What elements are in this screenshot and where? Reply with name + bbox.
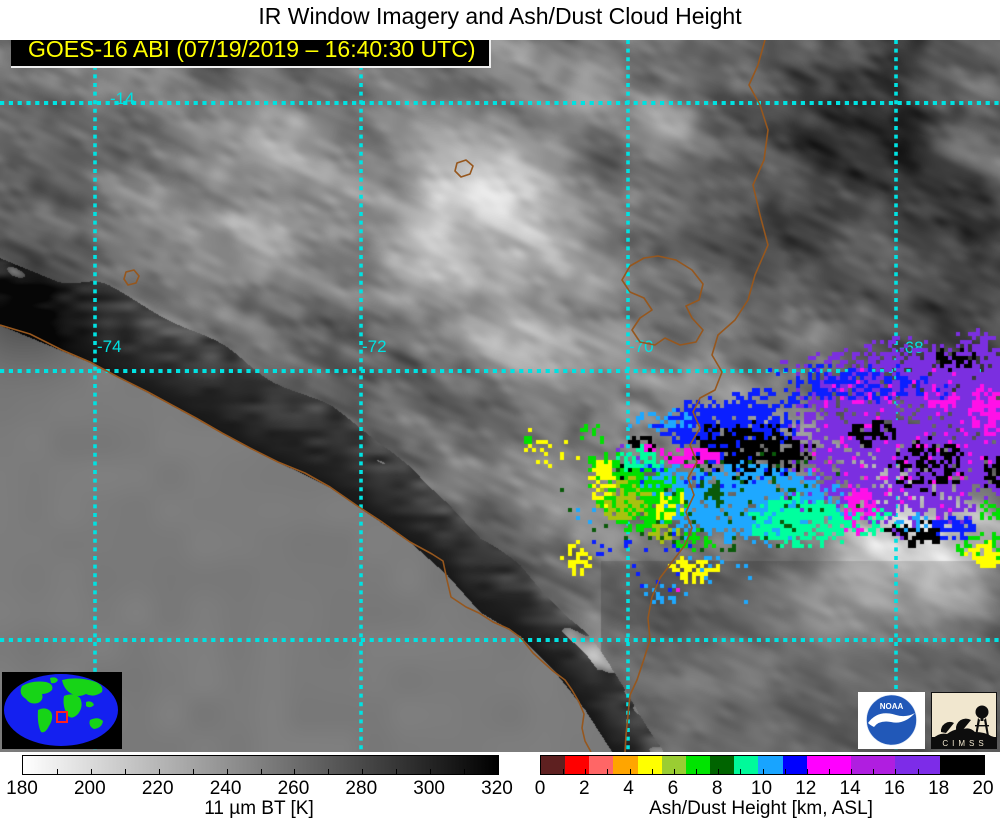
- colorbar-tick-label: 2: [579, 778, 590, 799]
- colorbar-tick-label: 18: [928, 778, 950, 799]
- colorbar-tick-label: 20: [972, 778, 994, 799]
- ash-colorbar-segment: [661, 756, 687, 774]
- ash-colorbar-segment: [589, 756, 614, 774]
- colorbar-tick: [784, 769, 786, 774]
- colorbar-tick: [607, 769, 609, 774]
- colorbar-tick: [961, 769, 963, 774]
- colorbar-tick: [260, 769, 262, 774]
- colorbar-tick-label: 280: [345, 778, 378, 799]
- colorbar-tick-label: 0: [534, 778, 546, 799]
- map-line-border: [624, 40, 769, 752]
- colorbar-tick-label: 12: [795, 778, 817, 799]
- cimss-logo: CIMSS: [931, 692, 997, 749]
- map-boundaries: [0, 40, 769, 752]
- colorbar-tick: [917, 769, 919, 774]
- colorbar-tick-label: 300: [413, 778, 445, 799]
- colorbar-tick-label: 180: [6, 778, 38, 799]
- colorbar-tick-label: 10: [750, 778, 773, 799]
- globe-locator-inset: [2, 672, 122, 749]
- ash-colorbar-segment: [565, 756, 590, 774]
- colorbar-tick: [895, 769, 897, 774]
- ash-overlay-canvas: [0, 40, 1000, 752]
- ash-colorbar-segment: [895, 756, 940, 774]
- globe-continents: [20, 677, 103, 733]
- ash-colorbar-segment: [710, 756, 735, 774]
- satellite-image-area: -14-74-72-70-68 GOES-16 ABI (07/19/2019 …: [0, 40, 1000, 752]
- colorbar-tick: [192, 769, 194, 774]
- ash-colorbar-segment: [541, 756, 566, 774]
- colorbar-tick: [328, 769, 330, 774]
- colorbar-tick: [124, 769, 126, 774]
- colorbar-tick-label: 4: [623, 778, 634, 799]
- colorbar-tick-label: 6: [667, 778, 679, 799]
- colorbar-tick: [585, 769, 587, 774]
- noaa-seagull-icon: [868, 713, 915, 727]
- ash-colorbar-segment: [686, 756, 711, 774]
- noaa-logo-text: NOAA: [880, 702, 904, 711]
- colorbar-tick: [226, 769, 228, 774]
- ash-colorbar-segment: [758, 756, 783, 774]
- globe-region-marker: [56, 711, 68, 723]
- noaa-logo: NOAA: [858, 692, 925, 749]
- ash-colorbar-title: Ash/Dust Height [km, ASL]: [649, 798, 873, 819]
- colorbar-tick: [851, 769, 853, 774]
- colorbar-tick: [294, 769, 296, 774]
- map-line-coastline: [0, 324, 592, 752]
- colorbar-tick: [629, 769, 631, 774]
- ir-colorbar-title: 11 µm BT [K]: [204, 798, 314, 819]
- colorbar-tick: [673, 769, 675, 774]
- colorbar-tick: [696, 769, 698, 774]
- colorbar-tick-label: 200: [73, 778, 106, 799]
- page-title: IR Window Imagery and Ash/Dust Cloud Hei…: [258, 3, 742, 29]
- colorbar-tick-label: 220: [141, 778, 174, 799]
- colorbar-tick: [939, 769, 941, 774]
- colorbar-tick: [651, 769, 653, 774]
- ash-colorbar-segment: [782, 756, 807, 774]
- colorbar-tick-label: 320: [481, 778, 513, 799]
- colorbar-tick-label: 260: [277, 778, 310, 799]
- ash-colorbar-segment: [939, 756, 984, 774]
- colorbar-tick: [158, 769, 160, 774]
- colorbar-tick: [762, 769, 764, 774]
- map-line-small-lake-2: [123, 269, 140, 286]
- ir-colorbar: [22, 755, 499, 775]
- ash-colorbar-segment: [851, 756, 896, 774]
- cimss-silhouette: [931, 705, 997, 749]
- colorbar-tick: [362, 769, 364, 774]
- banner-text: GOES-16 ABI (07/19/2019 – 16:40:30 UTC): [28, 40, 476, 62]
- map-line-lake-titicaca: [621, 255, 704, 346]
- colorbar-tick-label: 240: [209, 778, 242, 799]
- colorbar-tick-label: 8: [711, 778, 723, 799]
- colorbar-tick-label: 14: [839, 778, 861, 799]
- ash-colorbar-segment: [637, 756, 662, 774]
- image-banner: GOES-16 ABI (07/19/2019 – 16:40:30 UTC): [11, 40, 492, 68]
- colorbar-tick: [718, 769, 720, 774]
- colorbar-tick: [740, 769, 742, 774]
- colorbar-tick: [563, 769, 565, 774]
- title-bar: IR Window Imagery and Ash/Dust Cloud Hei…: [0, 0, 1000, 36]
- ash-colorbar-segment: [806, 756, 852, 774]
- cimss-logo-text: CIMSS: [942, 739, 987, 748]
- ash-colorbar-segment: [613, 756, 638, 774]
- colorbar-tick: [396, 769, 398, 774]
- colorbar-tick: [464, 769, 466, 774]
- colorbar-tick: [828, 769, 830, 774]
- colorbar-tick: [90, 769, 92, 774]
- colorbar-tick: [56, 769, 58, 774]
- colorbar-tick: [430, 769, 432, 774]
- colorbar-tick-label: 16: [883, 778, 905, 799]
- colorbar-tick: [806, 769, 808, 774]
- colorbar-tick: [873, 769, 875, 774]
- globe-ocean: [4, 674, 118, 746]
- map-line-small-lake-1: [454, 159, 474, 178]
- ash-colorbar-segment: [734, 756, 759, 774]
- ash-colorbar: [540, 755, 985, 775]
